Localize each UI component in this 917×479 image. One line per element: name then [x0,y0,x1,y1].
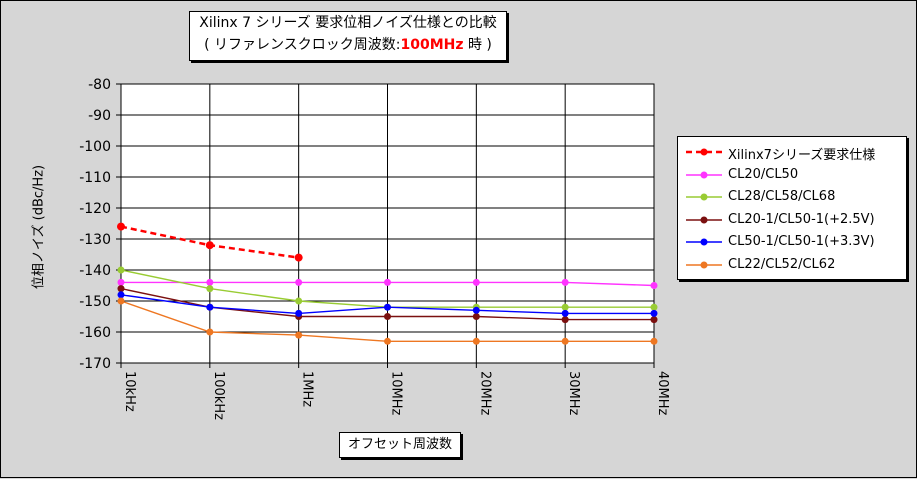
series-point-2 [384,278,391,286]
series-point-2 [295,278,303,286]
series-point-5 [472,306,480,314]
subtitle-suffix: 時 ) [467,37,492,53]
legend-label: CL20/CL50 [728,166,799,182]
chart-title-box: Xilinx 7 シリーズ 要求位相ノイズ仕様との比較 ( リファレンスクロック… [189,11,507,61]
series-point-6 [561,337,569,345]
series-point-4 [650,316,658,324]
series-point-3 [117,266,125,274]
legend: Xilinx7シリーズ要求仕様 CL20/CL50 CL28/CL58/CL68 CL… [677,136,907,280]
y-tick-label: -170 [79,356,111,372]
legend-swatch [686,261,722,269]
series-point-2 [206,278,214,286]
series-point-3 [295,297,303,305]
series-point-2 [472,278,480,286]
y-tick-label: -100 [79,139,111,155]
x-tick-label: 1MHz [300,371,315,407]
series-point-4 [472,313,480,320]
legend-item: Xilinx7シリーズ要求仕様 [684,141,904,163]
series-point-2 [561,278,569,286]
subtitle-frequency: 100MHz [400,37,464,53]
y-tick-label: -110 [79,170,111,186]
x-tick-label: 100kHz [211,371,226,420]
series-point-4 [561,316,569,324]
series-point-5 [650,309,658,317]
y-tick-label: -130 [79,232,111,248]
x-tick-label: 10MHz [389,371,404,416]
series-point-3 [206,285,214,293]
series-point-1 [205,241,214,250]
series-point-6 [650,337,658,345]
legend-swatch [686,171,722,179]
legend-swatch [686,193,722,201]
series-point-5 [206,303,214,311]
legend-item: CL20/CL50 [684,164,904,186]
subtitle-prefix: ( リファレンスクロック周波数: [204,37,401,53]
y-tick-label: -160 [79,325,111,341]
chart-title: Xilinx 7 シリーズ 要求位相ノイズ仕様との比較 [199,15,497,31]
series-point-6 [384,337,391,345]
x-tick-label: 40MHz [655,371,670,416]
series-point-2 [650,282,658,289]
series-point-6 [295,331,303,339]
x-tick-label: 20MHz [477,371,492,416]
series-point-4 [384,313,391,320]
series-point-3 [650,303,658,311]
legend-item: CL50-1/CL50-1(+3.3V) [684,231,904,253]
y-tick-label: -140 [79,263,111,279]
legend-swatch [686,148,722,156]
legend-swatch [686,216,722,224]
legend-label: CL28/CL58/CL68 [728,189,836,205]
x-axis-label: オフセット周波数 [339,432,461,458]
series-point-1 [117,222,125,231]
y-tick-label: -90 [88,108,111,124]
legend-swatch [686,238,722,246]
series-point-5 [384,303,391,311]
x-tick-label: 30MHz [566,371,581,416]
y-tick-label: -80 [88,77,111,93]
legend-label: CL50-1/CL50-1(+3.3V) [728,234,875,250]
series-point-6 [117,297,125,305]
series-point-3 [561,303,569,311]
series-point-5 [117,291,125,299]
series-point-4 [117,285,125,293]
series-point-5 [561,309,569,317]
series-point-1 [294,253,303,262]
y-tick-label: -120 [79,201,111,217]
series-point-5 [295,309,303,317]
legend-item: CL20-1/CL50-1(+2.5V) [684,209,904,231]
x-tick-label: 10kHz [122,371,137,412]
chart-subtitle: ( リファレンスクロック周波数:100MHz 時 ) [190,34,506,56]
series-point-6 [472,337,480,345]
series-point-6 [206,328,214,336]
legend-label: CL20-1/CL50-1(+2.5V) [728,211,875,227]
series-point-2 [117,278,125,286]
legend-label: Xilinx7シリーズ要求仕様 [728,148,876,163]
legend-item: CL22/CL52/CL62 [684,254,904,276]
legend-label: CL22/CL52/CL62 [728,257,836,272]
y-tick-label: -150 [79,294,111,310]
legend-item: CL28/CL58/CL68 [684,186,904,208]
